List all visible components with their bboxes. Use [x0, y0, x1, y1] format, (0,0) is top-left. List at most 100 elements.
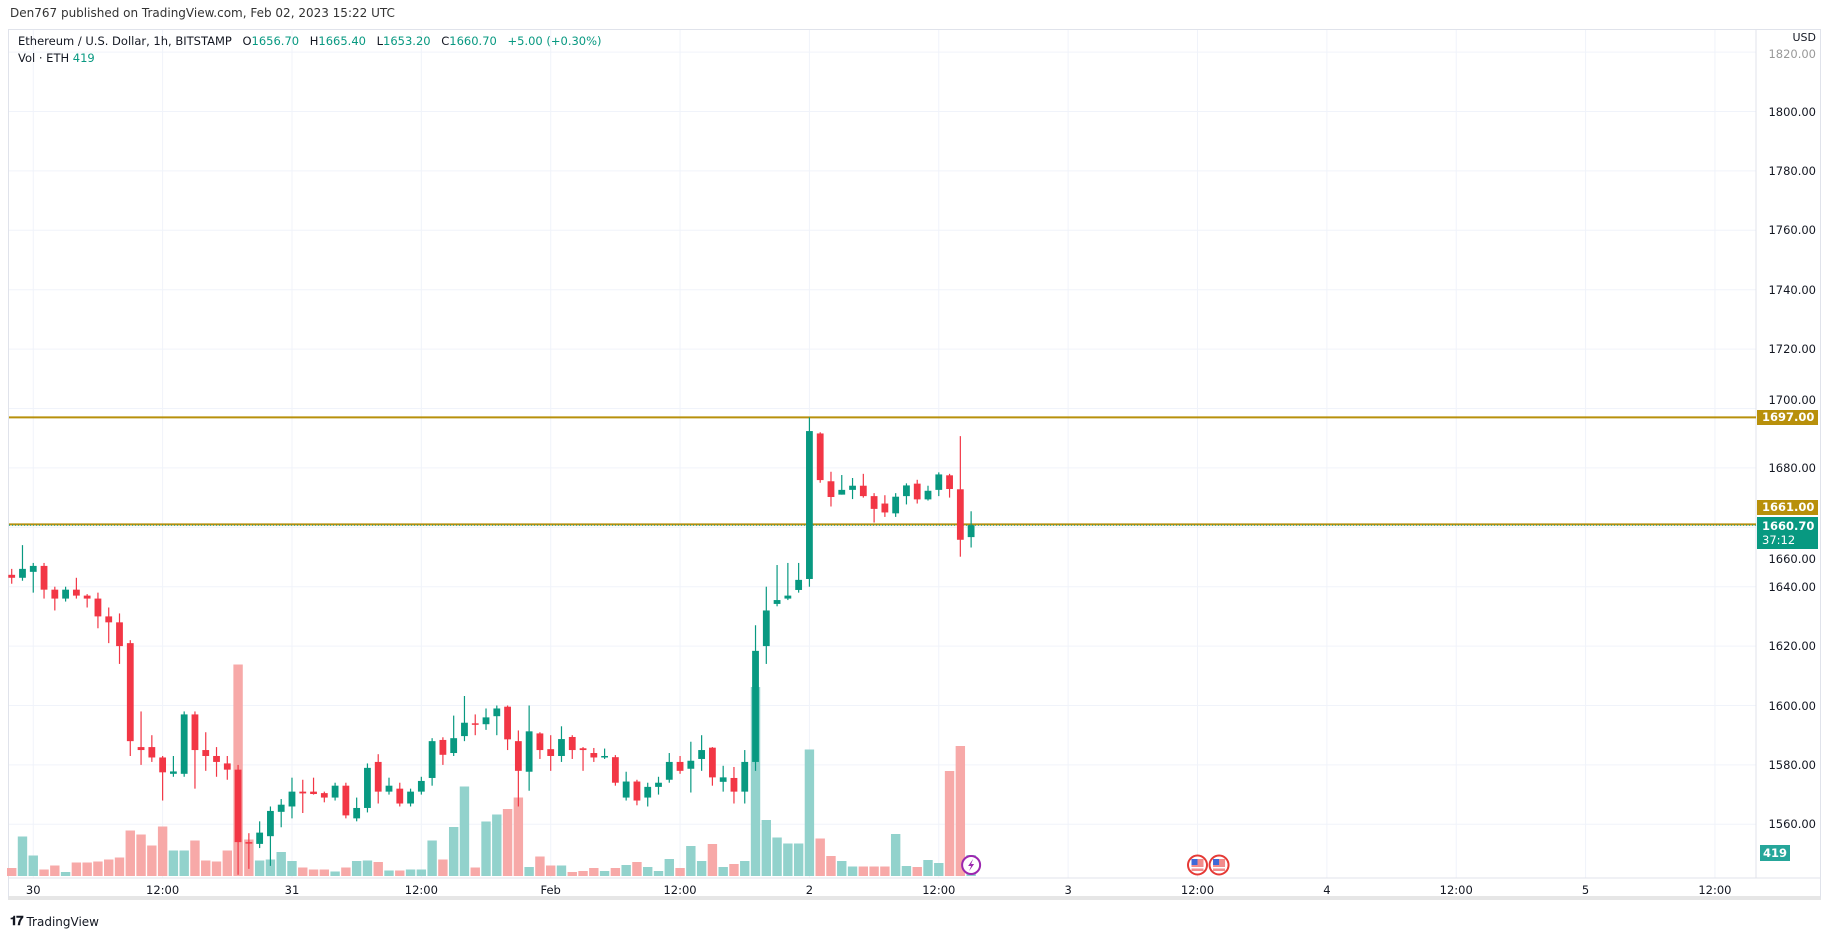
volume-bar: [395, 870, 405, 876]
volume-bar: [675, 868, 685, 876]
candle-body: [655, 782, 662, 787]
candle-body: [730, 777, 738, 792]
time-tick-label: 5: [1581, 883, 1590, 897]
candle-body: [105, 616, 113, 623]
candle-body: [385, 785, 393, 792]
time-tick-label: 12:00: [922, 883, 956, 897]
volume-bar: [459, 786, 470, 876]
volume-tag: 419: [1760, 845, 1790, 861]
volume-bar: [481, 821, 491, 876]
candle-body: [665, 761, 673, 780]
low-value: 1653.20: [383, 34, 431, 48]
volume-bar: [578, 871, 588, 876]
candle-body: [504, 706, 511, 740]
grid: [9, 30, 1820, 879]
candle-body: [126, 643, 134, 742]
candle-body: [698, 750, 706, 759]
candle-body: [256, 832, 264, 844]
volume-bar: [416, 869, 427, 876]
candle-body: [547, 749, 555, 756]
volume-bar: [308, 869, 319, 876]
volume-bar: [438, 859, 448, 876]
candle-body: [558, 739, 565, 756]
candle-body: [719, 777, 727, 782]
price-tick-label: 1820.00: [1768, 47, 1816, 61]
volume-bar: [125, 830, 135, 876]
time-tick-label: 12:00: [146, 883, 180, 897]
candle-body: [676, 761, 684, 771]
volume-bar: [319, 869, 330, 876]
horizontal-levels: [9, 416, 1756, 526]
volume-bar: [686, 846, 696, 876]
price-tick-label: 1600.00: [1768, 698, 1816, 713]
candle-body: [51, 589, 59, 599]
price-tick-label: 1740.00: [1768, 282, 1816, 297]
volume-bar: [944, 771, 955, 876]
candle-body: [116, 622, 123, 647]
volume-bar: [287, 861, 297, 876]
candle-body: [267, 810, 274, 837]
tradingview-logo-icon: 𝟏𝟕: [10, 914, 24, 929]
volume-bar: [190, 840, 200, 876]
candle-body: [40, 565, 48, 590]
candle-body: [94, 598, 102, 617]
candle-body: [838, 489, 846, 495]
time-tick-label: 4: [1323, 883, 1331, 897]
volume-bar: [793, 843, 804, 876]
events: [961, 854, 1230, 876]
candle-body: [633, 781, 641, 801]
volume-bar: [17, 836, 28, 876]
volume-bar: [7, 868, 17, 876]
volume-bar: [211, 861, 222, 876]
volume-bar: [60, 872, 71, 876]
volume-bar: [783, 843, 793, 876]
tradingview-logo[interactable]: 𝟏𝟕 TradingView: [10, 914, 99, 929]
time-tick-label: 3: [1064, 883, 1072, 897]
time-tick-label: 12:00: [1180, 883, 1215, 897]
price-tick-label: 1800.00: [1768, 104, 1816, 119]
candle-body: [482, 717, 490, 725]
volume-bar: [912, 867, 922, 876]
volume-bar: [39, 869, 49, 876]
price-tick-label: 1560.00: [1768, 817, 1816, 832]
currency-label[interactable]: USD: [1792, 31, 1816, 44]
candle-body: [180, 714, 188, 774]
candle-body: [644, 786, 652, 798]
candle-body: [956, 489, 964, 540]
price-tick-label: 1780.00: [1768, 163, 1816, 178]
time-tick-label: 31: [284, 883, 300, 897]
candle-body: [579, 748, 587, 751]
candle-body: [342, 785, 350, 816]
high-value: 1665.40: [318, 34, 366, 48]
us-flag-icon: [1187, 854, 1208, 876]
candle-body: [202, 750, 210, 756]
price-tick-label: 1720.00: [1768, 342, 1816, 357]
candle-body: [213, 755, 220, 762]
symbol-legend[interactable]: Ethereum / U.S. Dollar, 1h, BITSTAMP O16…: [18, 34, 602, 48]
close-value: 1660.70: [449, 34, 497, 48]
volume-legend[interactable]: Vol · ETH 419: [18, 51, 95, 65]
candle-body: [892, 496, 900, 514]
volume-bar: [923, 860, 933, 876]
candle-body: [170, 771, 177, 774]
volume-bar: [513, 797, 524, 876]
volume-bar: [362, 860, 373, 876]
candle-body: [234, 769, 242, 843]
volume-bar: [535, 856, 545, 876]
volume-bar: [621, 865, 631, 876]
candles: [8, 417, 975, 875]
volume-bar: [664, 859, 674, 876]
open-value: 1656.70: [251, 34, 300, 48]
volume-bar: [82, 862, 92, 876]
candle-body: [29, 565, 37, 572]
volume-bar: [71, 862, 82, 876]
price-tick-label: 1700.00: [1768, 393, 1816, 407]
change-value: +5.00 (+0.30%): [507, 34, 602, 48]
volume-bar: [869, 866, 879, 876]
volume-bar: [341, 867, 351, 876]
low-label: L: [376, 34, 384, 48]
candle-body: [417, 780, 425, 792]
volume-bar: [718, 867, 728, 876]
volume-bar: [222, 850, 232, 876]
